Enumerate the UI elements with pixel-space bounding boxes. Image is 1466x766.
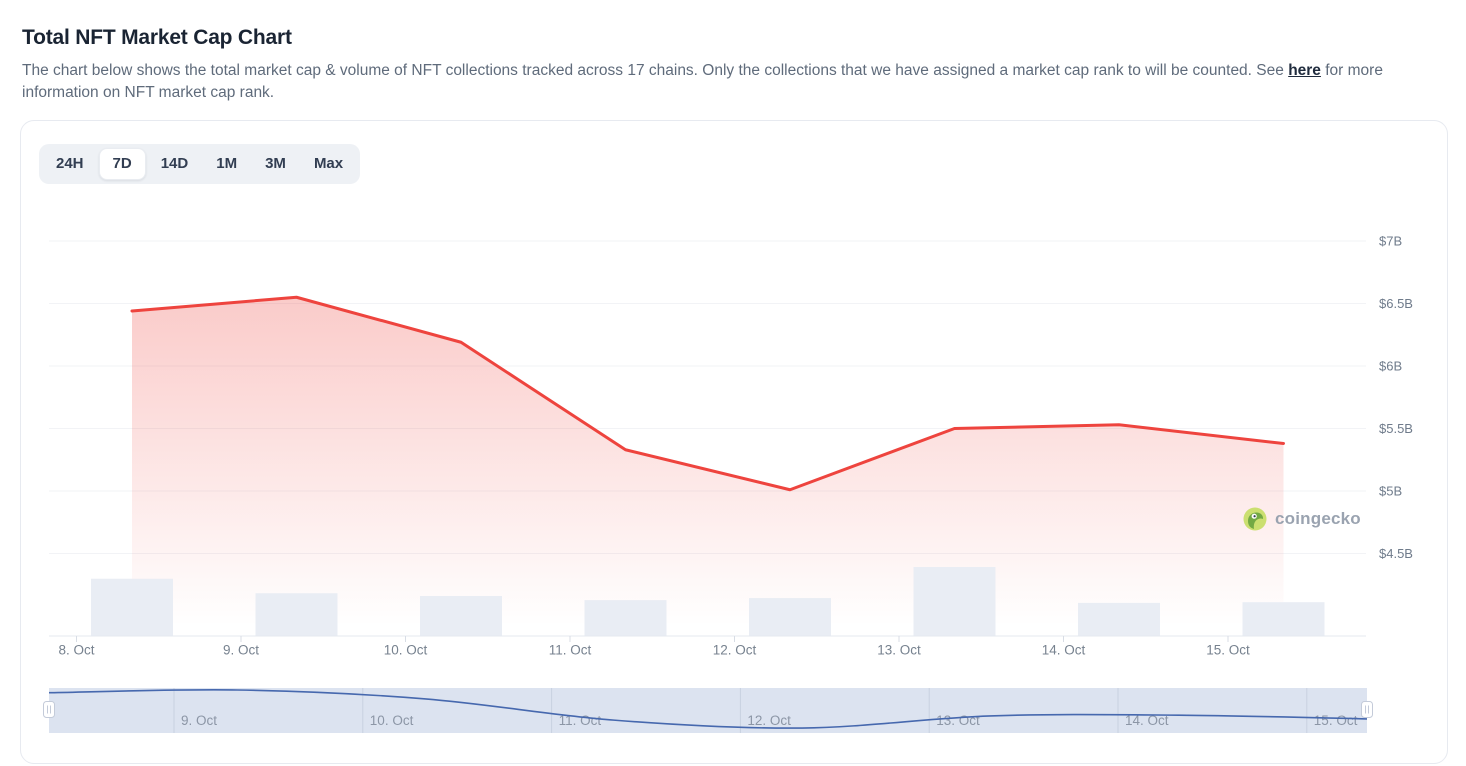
description-text-after-link: for more information on NFT market cap r… bbox=[22, 62, 1383, 101]
description-text-before-link: The chart below shows the total market c… bbox=[22, 62, 1289, 79]
volume-bar bbox=[255, 593, 338, 636]
navigator-line bbox=[48, 689, 1368, 729]
time-range-button-3m[interactable]: 3M bbox=[252, 149, 299, 179]
page-description: The chart below shows the total market c… bbox=[22, 60, 1434, 104]
coingecko-gecko-icon bbox=[1243, 507, 1267, 531]
y-axis-label: $6.5B bbox=[1379, 296, 1413, 311]
chart-card: 24H 7D 14D 1M 3M Max $7B $6.5B $6B $5.5B $5B $4.5B… bbox=[20, 120, 1448, 764]
x-axis-label: 15. Oct bbox=[1206, 643, 1250, 658]
time-range-button-7d[interactable]: 7D bbox=[98, 148, 146, 180]
x-axis-label: 13. Oct bbox=[877, 643, 921, 658]
x-axis-label: 11. Oct bbox=[549, 643, 592, 658]
navigator-date-label: 12. Oct bbox=[747, 713, 791, 728]
y-axis-label: $6B bbox=[1379, 359, 1402, 374]
navigator-date-label: 11. Oct bbox=[559, 713, 602, 728]
market-cap-chart[interactable]: $7B $6.5B $6B $5.5B $5B $4.5B 8. Oct 9. Oct 10. … bbox=[21, 121, 1449, 765]
x-axis-label: 12. Oct bbox=[713, 643, 757, 658]
navigator-right-handle[interactable] bbox=[1361, 701, 1373, 718]
volume-bar bbox=[1078, 602, 1160, 636]
volume-bar bbox=[913, 567, 996, 636]
coingecko-watermark: coingecko bbox=[1243, 507, 1361, 531]
market-cap-line bbox=[130, 295, 1285, 492]
navigator-date-label: 10. Oct bbox=[370, 713, 414, 728]
watermark-label: coingecko bbox=[1275, 509, 1361, 528]
x-axis-label: 9. Oct bbox=[223, 643, 259, 658]
here-link[interactable]: here bbox=[1288, 62, 1321, 79]
navigator-date-label: 13. Oct bbox=[936, 713, 980, 728]
volume-bar bbox=[584, 600, 667, 636]
time-range-button-24h[interactable]: 24H bbox=[43, 149, 97, 179]
y-axis-label: $5B bbox=[1379, 484, 1402, 499]
y-axis-label: $7B bbox=[1379, 234, 1402, 249]
market-cap-area bbox=[132, 297, 1284, 626]
volume-bar bbox=[91, 578, 173, 636]
time-range-button-14d[interactable]: 14D bbox=[148, 149, 202, 179]
page-title: Total NFT Market Cap Chart bbox=[22, 26, 292, 49]
time-range-selector: 24H 7D 14D 1M 3M Max bbox=[39, 144, 361, 184]
volume-bar bbox=[1242, 602, 1325, 636]
y-axis-label: $5.5B bbox=[1379, 421, 1413, 436]
navigator-date-label: 9. Oct bbox=[181, 713, 217, 728]
navigator-date-label: 15. Oct bbox=[1314, 713, 1358, 728]
time-range-button-max[interactable]: Max bbox=[301, 149, 356, 179]
x-axis-label: 8. Oct bbox=[58, 643, 94, 658]
volume-bar bbox=[749, 598, 831, 636]
x-axis-label: 10. Oct bbox=[384, 643, 428, 658]
volume-bar bbox=[420, 595, 502, 636]
navigator-date-label: 14. Oct bbox=[1125, 713, 1169, 728]
navigator-left-handle[interactable] bbox=[43, 701, 55, 718]
time-range-button-1m[interactable]: 1M bbox=[203, 149, 250, 179]
y-axis-label: $4.5B bbox=[1379, 546, 1413, 561]
x-axis-label: 14. Oct bbox=[1042, 643, 1086, 658]
